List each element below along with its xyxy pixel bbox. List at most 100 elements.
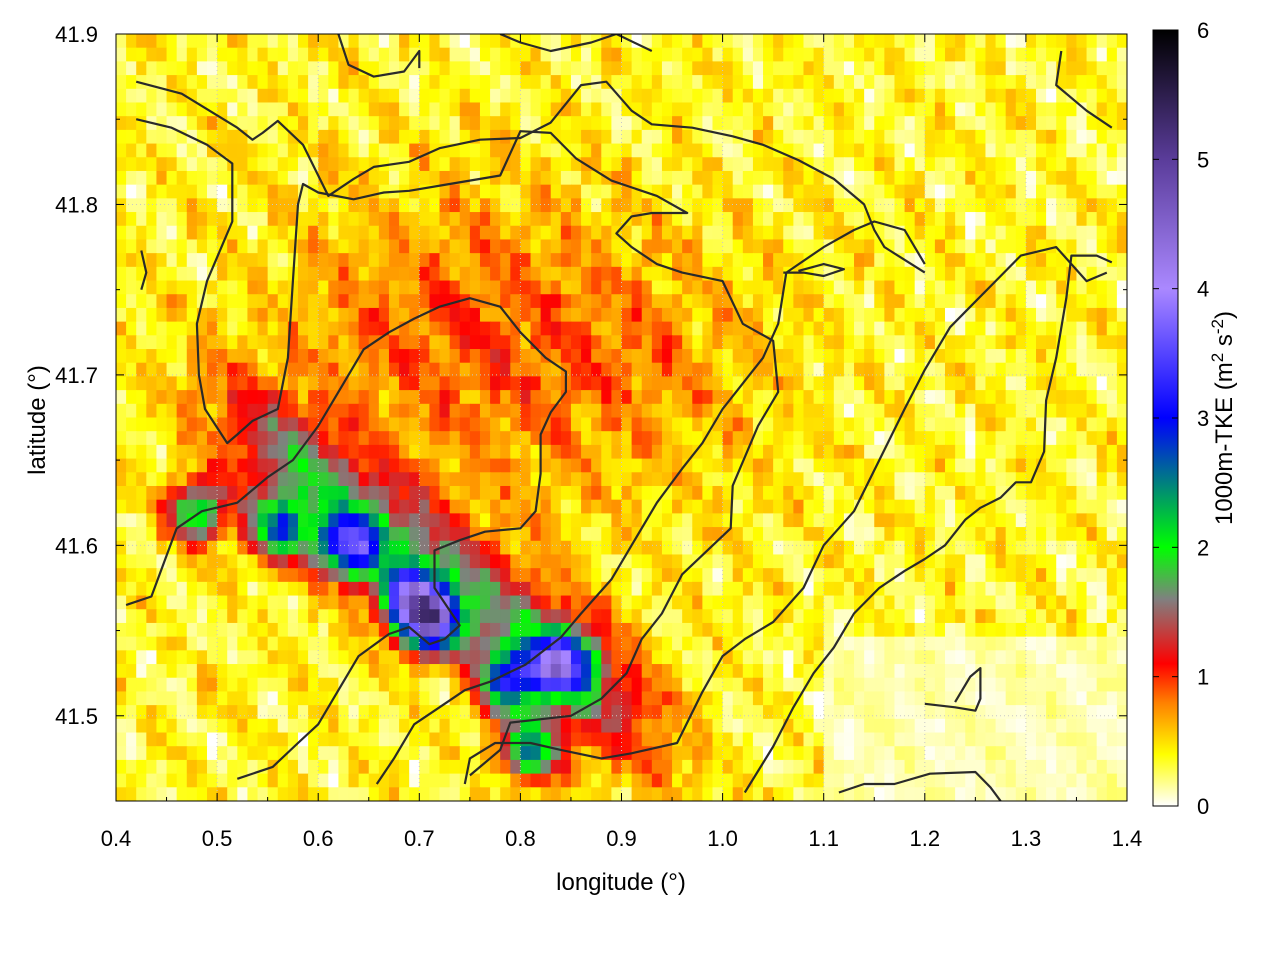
heatmap-cell — [803, 540, 815, 556]
heatmap-cell — [1066, 239, 1078, 254]
heatmap-cell — [166, 677, 178, 693]
heatmap-cell — [833, 609, 845, 624]
heatmap-cell — [672, 554, 683, 569]
heatmap-cell — [864, 266, 875, 282]
heatmap-cell — [1005, 568, 1017, 583]
heatmap-cell — [409, 664, 420, 679]
heatmap-cell — [510, 691, 521, 706]
heatmap-cell — [995, 705, 1007, 720]
heatmap-cell — [156, 294, 168, 309]
heatmap-cell — [1066, 157, 1078, 172]
heatmap-cell — [742, 102, 754, 117]
heatmap-cell — [166, 198, 178, 213]
heatmap-cell — [1056, 34, 1067, 49]
heatmap-cell — [783, 34, 794, 49]
heatmap-cell — [287, 102, 299, 117]
heatmap-cell — [763, 362, 774, 378]
heatmap-cell — [449, 705, 461, 720]
heatmap-cell — [267, 184, 279, 199]
heatmap-cell — [1076, 212, 1088, 227]
heatmap-cell — [702, 664, 714, 679]
heatmap-cell — [1066, 362, 1078, 378]
heatmap-cell — [530, 417, 542, 432]
heatmap-cell — [328, 431, 340, 446]
heatmap-cell — [894, 321, 906, 336]
heatmap-cell — [560, 129, 572, 145]
heatmap-cell — [783, 595, 794, 610]
heatmap-cell — [955, 513, 966, 528]
heatmap-cell — [267, 499, 279, 514]
heatmap-cell — [1096, 198, 1108, 213]
heatmap-cell — [1005, 554, 1017, 569]
heatmap-cell — [540, 581, 552, 597]
heatmap-cell — [955, 143, 966, 158]
heatmap-cell — [237, 61, 249, 76]
heatmap-cell — [530, 225, 542, 241]
heatmap-cell — [651, 266, 663, 282]
heatmap-cell — [247, 609, 259, 624]
heatmap-cell — [884, 34, 896, 49]
heatmap-cell — [894, 691, 906, 706]
heatmap-cell — [1066, 390, 1078, 405]
heatmap-cell — [126, 458, 137, 473]
heatmap-cell — [247, 568, 259, 583]
heatmap-cell — [510, 376, 521, 391]
heatmap-cell — [884, 650, 896, 665]
heatmap-cell — [287, 170, 299, 186]
heatmap-cell — [1106, 581, 1118, 597]
heatmap-cell — [206, 129, 218, 145]
heatmap-cell — [692, 47, 703, 62]
heatmap-cell — [368, 595, 380, 610]
heatmap-cell — [227, 266, 238, 282]
heatmap-cell — [833, 239, 845, 254]
heatmap-cell — [682, 184, 693, 199]
heatmap-cell — [186, 266, 198, 282]
heatmap-cell — [196, 143, 208, 158]
heatmap-cell — [672, 458, 683, 473]
heatmap-cell — [318, 75, 329, 90]
heatmap-cell — [368, 417, 380, 432]
heatmap-cell — [611, 61, 623, 76]
heatmap-cell — [813, 362, 825, 378]
heatmap-cell — [985, 636, 997, 651]
heatmap-cell — [267, 527, 279, 542]
heatmap-cell — [388, 349, 400, 364]
heatmap-cell — [894, 198, 906, 213]
heatmap-cell — [651, 677, 663, 693]
heatmap-cell — [237, 677, 249, 693]
heatmap-cell — [955, 239, 966, 254]
heatmap-cell — [995, 75, 1007, 90]
heatmap-cell — [702, 376, 714, 391]
heatmap-cell — [965, 376, 976, 391]
heatmap-cell — [651, 664, 663, 679]
heatmap-cell — [318, 212, 329, 227]
heatmap-cell — [510, 88, 521, 104]
heatmap-cell — [1076, 650, 1088, 665]
heatmap-cell — [247, 376, 259, 391]
heatmap-cell — [116, 335, 127, 350]
heatmap-cell — [186, 362, 198, 378]
heatmap-cell — [894, 143, 906, 158]
heatmap-cell — [510, 280, 521, 295]
heatmap-cell — [985, 88, 997, 104]
heatmap-cell — [217, 609, 228, 624]
heatmap-cell — [348, 581, 360, 597]
heatmap-cell — [520, 47, 532, 62]
heatmap-cell — [651, 47, 663, 62]
heatmap-cell — [712, 677, 724, 693]
heatmap-cell — [1005, 431, 1017, 446]
heatmap-cell — [510, 485, 521, 501]
heatmap-cell — [641, 61, 653, 76]
heatmap-cell — [631, 75, 643, 90]
heatmap-cell — [1116, 212, 1127, 227]
heatmap-cell — [581, 170, 592, 186]
heatmap-cell — [692, 102, 703, 117]
heatmap-cell — [146, 609, 158, 624]
heatmap-cell — [641, 34, 653, 49]
heatmap-cell — [1096, 622, 1108, 638]
heatmap-cell — [722, 431, 734, 446]
heatmap-cell — [1066, 88, 1078, 104]
heatmap-cell — [206, 88, 218, 104]
heatmap-cell — [126, 485, 137, 501]
heatmap-cell — [1106, 554, 1118, 569]
